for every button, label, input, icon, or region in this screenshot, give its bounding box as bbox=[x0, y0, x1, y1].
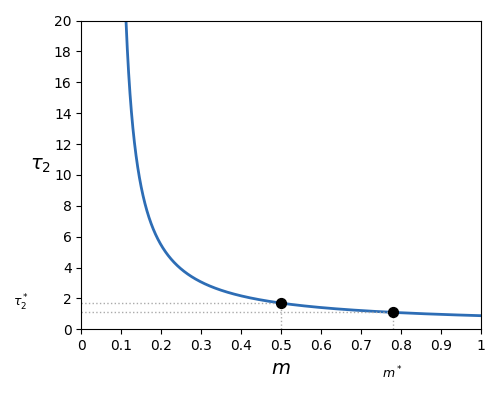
Point bbox=[277, 300, 285, 306]
Y-axis label: $\tau_2$: $\tau_2$ bbox=[30, 156, 50, 175]
Text: $\tau_2^*$: $\tau_2^*$ bbox=[14, 293, 30, 313]
Point bbox=[388, 309, 396, 316]
X-axis label: $m$: $m$ bbox=[271, 359, 291, 378]
Text: $m^*$: $m^*$ bbox=[382, 365, 403, 381]
